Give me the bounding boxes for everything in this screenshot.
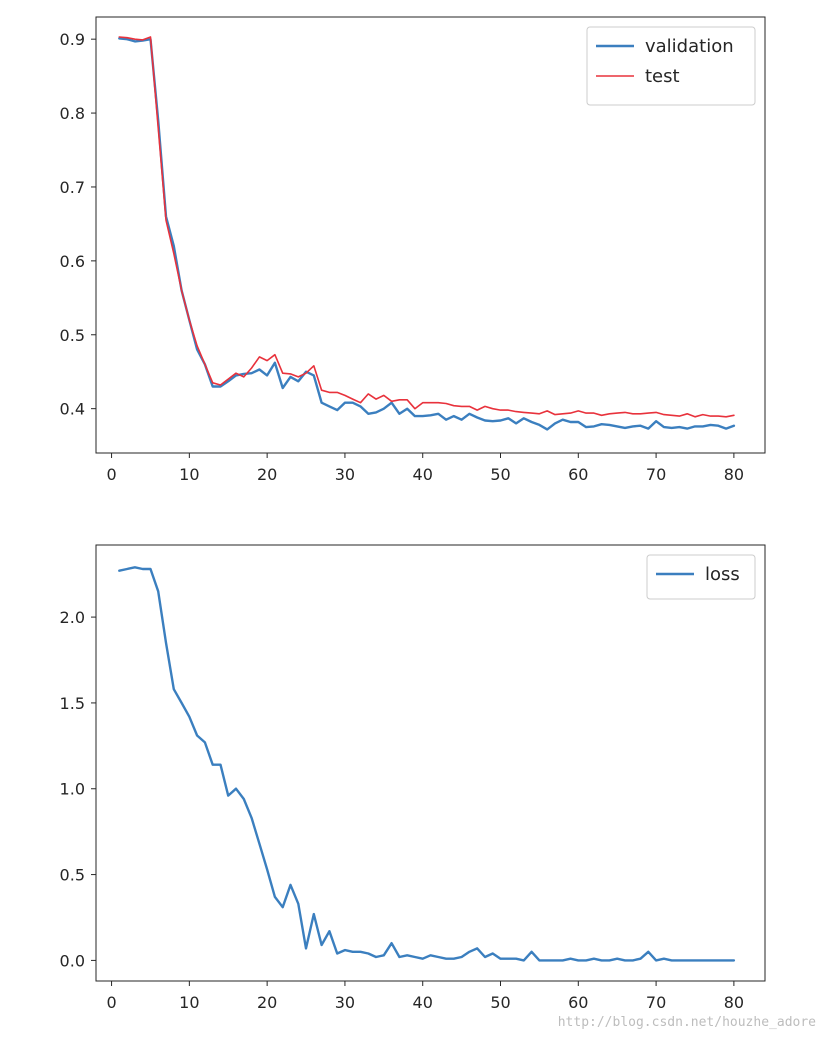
y-tick-label: 1.5 [60,694,85,713]
series-line-validation [118,37,736,431]
x-tick-label: 80 [724,993,744,1012]
legend-label-test: test [645,66,680,87]
y-tick-label: 2.0 [60,608,85,627]
x-tick-label: 20 [257,465,277,484]
x-tick-label: 30 [335,993,355,1012]
legend-box [646,554,756,600]
x-tick-label: 60 [568,465,588,484]
y-tick-label: 0.9 [60,30,85,49]
x-tick-label: 50 [490,993,510,1012]
y-tick-label: 0.6 [60,252,85,271]
x-tick-label: 0 [106,465,116,484]
y-tick-label: 0.5 [60,866,85,885]
series-line-test [118,36,735,418]
series-line-loss [118,566,736,962]
x-tick-label: 20 [257,993,277,1012]
y-tick-label: 0.4 [60,400,85,419]
x-tick-label: 60 [568,993,588,1012]
chart-panel-2: 0 10 20 30 40 50 60 70 80 0.0 0.5 1.0 1.5 2.0 loss [60,544,766,1012]
y-tick-label: 0.8 [60,104,85,123]
x-tick-label: 30 [335,465,355,484]
y-tick-label: 0.0 [60,951,85,970]
chart-panel-1: 0 10 20 30 40 50 60 70 80 0.4 0.5 0.6 0.7 0.8 0.9 valid… [60,16,766,484]
x-tick-label: 70 [646,465,666,484]
y-tick-label: 1.0 [60,780,85,799]
legend-label-validation: validation [645,36,734,57]
x-tick-label: 40 [413,465,433,484]
x-tick-label: 0 [106,993,116,1012]
x-tick-label: 10 [179,465,199,484]
y-tick-label: 0.7 [60,178,85,197]
legend: validation test [586,26,756,106]
x-tick-label: 80 [724,465,744,484]
watermark-text: http://blog.csdn.net/houzhe_adore [557,1015,816,1030]
x-tick-label: 10 [179,993,199,1012]
x-tick-label: 70 [646,993,666,1012]
x-tick-label: 50 [490,465,510,484]
legend: loss [646,554,756,600]
plot-area-frame [95,544,766,982]
y-tick-label: 0.5 [60,326,85,345]
x-tick-label: 40 [413,993,433,1012]
legend-label-loss: loss [705,564,740,585]
